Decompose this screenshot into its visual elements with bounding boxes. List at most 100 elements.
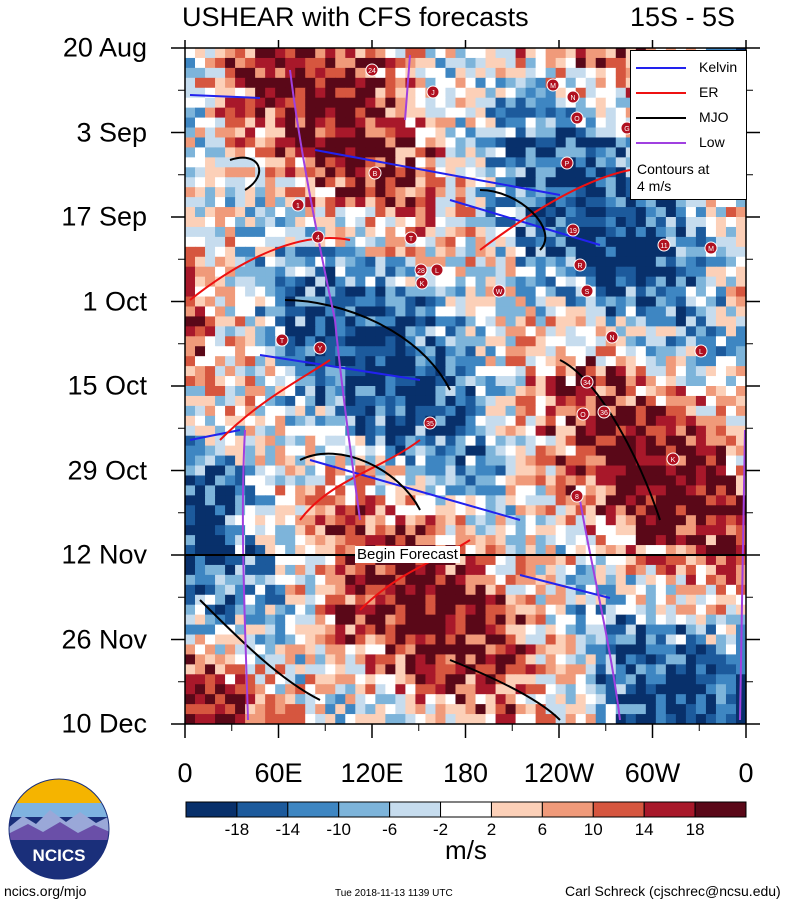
heatmap-cell (195, 77, 206, 89)
heatmap-cell (445, 694, 456, 705)
heatmap-cell (665, 525, 677, 536)
heatmap-cell (615, 67, 627, 79)
heatmap-cell (655, 664, 667, 675)
heatmap-cell (345, 684, 356, 695)
heatmap-cell (205, 664, 216, 675)
heatmap-cell (735, 336, 747, 347)
heatmap-cell (455, 525, 466, 536)
heatmap-cell (605, 286, 617, 298)
heatmap-cell (615, 704, 627, 715)
heatmap-cell (285, 137, 296, 148)
heatmap-cell (285, 177, 296, 188)
heatmap-cell (555, 495, 567, 506)
heatmap-cell (405, 326, 416, 337)
heatmap-cell (495, 87, 507, 99)
heatmap-cell (565, 525, 577, 536)
heatmap-cell (655, 266, 667, 278)
heatmap-cell (395, 435, 406, 447)
heatmap-cell (365, 674, 376, 685)
heatmap-cell (495, 395, 507, 407)
heatmap-cell (355, 654, 366, 665)
heatmap-cell (465, 127, 477, 138)
heatmap-cell (495, 624, 507, 636)
heatmap-cell (535, 207, 547, 218)
heatmap-cell (525, 356, 537, 367)
heatmap-cell (285, 217, 296, 228)
heatmap-cell (265, 57, 276, 69)
storm-marker-label: J (431, 90, 435, 97)
heatmap-cell (735, 555, 747, 566)
heatmap-cell (415, 97, 426, 109)
heatmap-cell (345, 157, 356, 168)
heatmap-cell (535, 147, 547, 158)
legend-swatch-mjo (636, 117, 686, 119)
heatmap-cell (245, 57, 256, 69)
heatmap-cell (425, 574, 436, 586)
heatmap-cell (615, 77, 627, 89)
heatmap-cell (365, 187, 376, 198)
heatmap-cell (545, 644, 557, 655)
heatmap-cell (525, 535, 537, 546)
heatmap-cell (515, 545, 527, 556)
heatmap-cell (535, 664, 547, 675)
heatmap-cell (195, 67, 206, 79)
heatmap-cell (645, 654, 657, 665)
heatmap-cell (195, 694, 206, 705)
heatmap-cell (465, 266, 477, 278)
heatmap-cell (245, 346, 256, 357)
heatmap-cell (285, 57, 296, 69)
heatmap-cell (185, 694, 196, 705)
legend-note-line2: 4 m/s (637, 178, 672, 194)
heatmap-cell (405, 704, 416, 715)
heatmap-cell (565, 485, 577, 496)
heatmap-cell (425, 386, 436, 397)
heatmap-cell (365, 604, 376, 616)
heatmap-cell (565, 167, 577, 178)
heatmap-cell (715, 395, 727, 407)
heatmap-cell (425, 664, 436, 675)
heatmap-cell (235, 644, 246, 655)
heatmap-cell (675, 376, 687, 387)
heatmap-cell (425, 604, 436, 616)
heatmap-cell (245, 187, 256, 198)
heatmap-cell (285, 525, 296, 536)
heatmap-cell (335, 346, 346, 357)
heatmap-cell (735, 515, 747, 526)
heatmap-cell (725, 515, 737, 526)
heatmap-cell (485, 425, 497, 437)
heatmap-cell (525, 77, 537, 89)
heatmap-cell (255, 356, 266, 367)
heatmap-cell (375, 226, 386, 238)
heatmap-cell (305, 226, 316, 238)
heatmap-cell (345, 77, 356, 89)
heatmap-cell (325, 286, 336, 298)
heatmap-cell (305, 405, 316, 417)
heatmap-cell (295, 187, 306, 198)
heatmap-cell (285, 87, 296, 99)
heatmap-cell (295, 217, 306, 228)
heatmap-cell (335, 326, 346, 337)
heatmap-cell (345, 495, 356, 506)
heatmap-cell (465, 455, 477, 467)
heatmap-cell (725, 266, 737, 278)
heatmap-cell (275, 376, 286, 387)
heatmap-cell (405, 157, 416, 168)
heatmap-cell (695, 386, 707, 397)
heatmap-cell (515, 674, 527, 685)
heatmap-cell (465, 525, 477, 536)
heatmap-cell (305, 564, 316, 576)
heatmap-cell (635, 694, 647, 705)
heatmap-cell (375, 624, 386, 636)
heatmap-cell (625, 236, 637, 248)
heatmap-cell (565, 594, 577, 606)
heatmap-cell (305, 276, 316, 288)
heatmap-cell (595, 236, 607, 248)
heatmap-cell (585, 67, 597, 79)
heatmap-cell (325, 435, 336, 447)
heatmap-cell (425, 366, 436, 377)
heatmap-cell (405, 127, 416, 138)
heatmap-cell (495, 714, 507, 725)
heatmap-cell (595, 614, 607, 626)
heatmap-cell (685, 674, 697, 685)
heatmap-cell (725, 624, 737, 636)
